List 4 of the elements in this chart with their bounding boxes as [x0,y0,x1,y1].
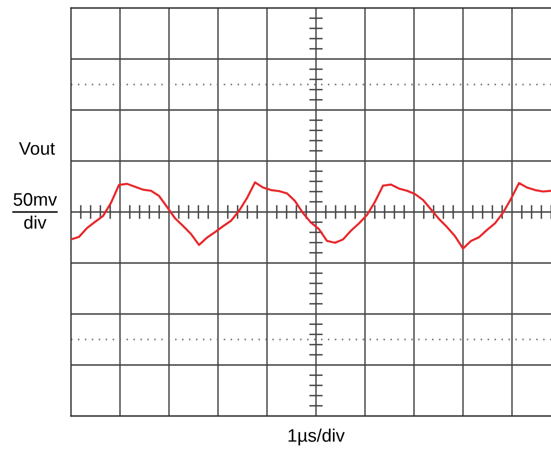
text: 1µs/div [288,428,345,446]
text: 50mv [14,193,58,206]
text: div [24,216,46,229]
y-axis-title: Vout [19,142,55,155]
